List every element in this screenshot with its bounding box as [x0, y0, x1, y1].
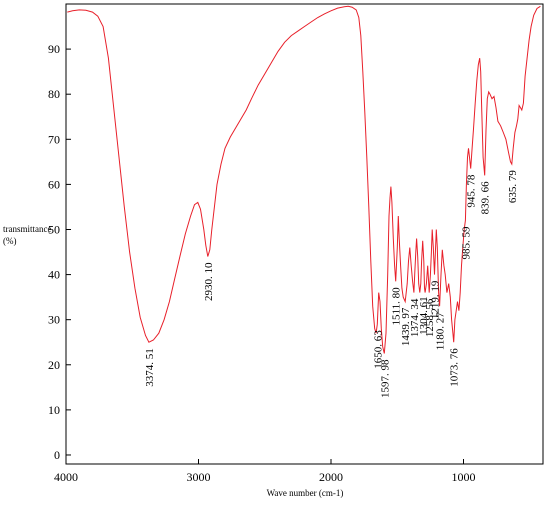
x-tick-label: 4000: [54, 470, 78, 484]
plot-frame: [65, 3, 544, 465]
peak-label: 1511. 80: [391, 287, 403, 326]
y-tick-label: 30: [48, 313, 60, 327]
y-tick-label: 0: [54, 448, 60, 462]
peak-label: 945. 78: [466, 174, 478, 208]
peak-label: 1073. 76: [449, 348, 461, 387]
peak-label: 1374. 34: [409, 298, 421, 337]
peak-label: 1180. 27: [435, 312, 447, 351]
x-tick-label: 3000: [187, 470, 211, 484]
peak-label: 1597. 98: [379, 359, 391, 398]
peak-label: 839. 66: [480, 181, 492, 215]
peak-label: 985. 59: [460, 226, 472, 260]
y-tick-label: 20: [48, 358, 60, 372]
x-axis-title: Wave number (cm-1): [267, 488, 344, 498]
peak-label: 1219. 19: [430, 280, 442, 319]
y-axis-title-line2: (%): [3, 236, 17, 246]
peak-label: 1304. 61: [418, 296, 430, 335]
peak-label: 1439. 97: [400, 307, 412, 346]
transmittance-line: [67, 5, 541, 354]
peak-label: 1650. 63: [372, 330, 384, 369]
y-axis-title-line1: transmittance: [3, 224, 51, 234]
peak-label: 2930. 10: [203, 262, 215, 301]
y-axis: 0 10 20 30 40 50 60 70 80 90: [48, 42, 71, 462]
peak-label: 3374. 51: [144, 348, 156, 387]
y-tick-label: 40: [48, 268, 60, 282]
x-axis: 4000 3000 2000 1000: [54, 459, 476, 484]
y-tick-label: 80: [48, 87, 60, 101]
peak-label: 635. 79: [507, 170, 519, 204]
y-tick-label: 60: [48, 177, 60, 191]
x-tick-label: 2000: [319, 470, 343, 484]
peak-label: 1258. 56: [424, 298, 436, 337]
y-tick-label: 10: [48, 403, 60, 417]
x-tick-label: 1000: [452, 470, 476, 484]
y-tick-label: 70: [48, 132, 60, 146]
series-layer: [67, 5, 541, 354]
y-tick-label: 50: [48, 222, 60, 236]
y-tick-label: 90: [48, 42, 60, 56]
